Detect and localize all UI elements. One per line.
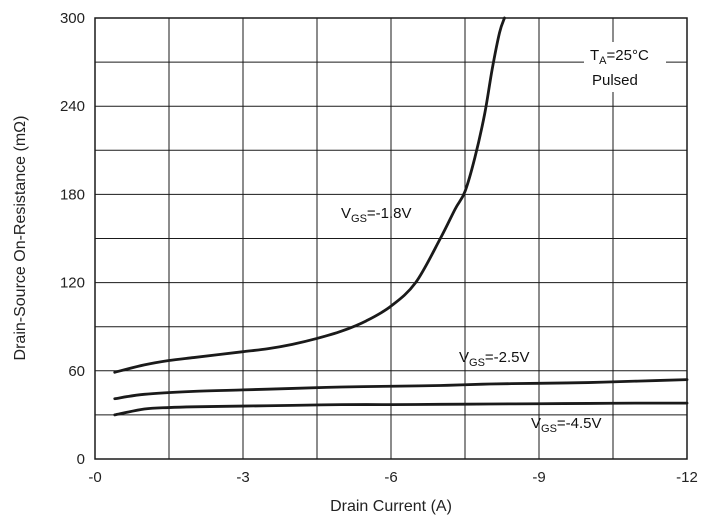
x-tick-label: -3: [236, 469, 249, 486]
x-axis-title: Drain Current (A): [330, 498, 452, 515]
y-tick-label: 300: [60, 10, 85, 27]
y-axis-title: Drain-Source On-Resistance (mΩ): [12, 116, 29, 361]
series-line-3: [113, 401, 689, 417]
series-label-vgs-4-5: VGS=-4.5V: [531, 415, 602, 435]
pulsed-condition-label: Pulsed: [592, 72, 638, 89]
x-tick-label: -12: [676, 469, 698, 486]
series-line-1: [113, 16, 506, 374]
series-label-vgs-2-5: VGS=-2.5V: [459, 349, 530, 369]
series-label-vgs-1-8: VGS=-1.8V: [341, 205, 412, 225]
y-tick-label: 60: [68, 363, 85, 380]
x-tick-label: -6: [384, 469, 397, 486]
y-tick-label: 120: [60, 275, 85, 292]
x-tick-label: -9: [532, 469, 545, 486]
y-tick-label: 240: [60, 98, 85, 115]
y-tick-label: 0: [77, 451, 85, 468]
x-tick-label: -0: [88, 469, 101, 486]
y-tick-label: 180: [60, 186, 85, 203]
series-line-2: [113, 378, 689, 401]
chart-annotations: TA=25°C Pulsed VGS=-1.8V VGS=-2.5V VGS=-…: [12, 42, 666, 515]
condition-label-background: [584, 42, 666, 92]
tick-labels: -0 -3 -6 -9 -12 0 60 120 180 240 300: [60, 10, 698, 486]
plot-frame: [94, 17, 688, 460]
data-series: [113, 16, 689, 417]
ta-condition-label: TA=25°C: [590, 47, 649, 67]
